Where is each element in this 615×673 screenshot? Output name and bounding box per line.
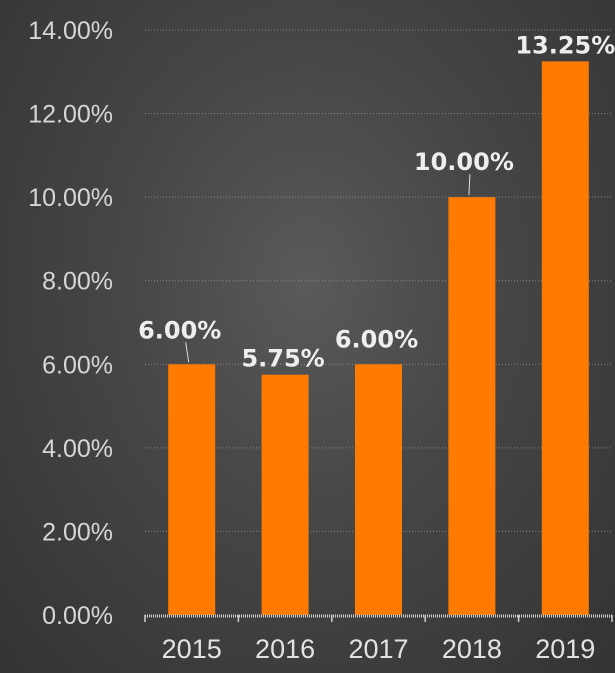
y-tick-label: 0.00% (42, 602, 113, 630)
data-label-leader (185, 342, 190, 363)
x-tick-label: 2019 (535, 634, 595, 664)
data-label-2016: 5.75% (241, 345, 324, 373)
data-label-2018: 10.00% (414, 148, 514, 176)
data-label-2017: 6.00% (335, 325, 418, 353)
data-label-2019: 13.25% (515, 31, 615, 59)
x-tick-label: 2017 (348, 634, 408, 664)
y-axis-tick-labels: 0.00% 2.00% 4.00% 6.00% 8.00% 10.00% 12.00% 14.… (28, 17, 113, 630)
bar-2017 (355, 364, 402, 615)
data-label-2015: 6.00% (138, 316, 221, 344)
y-tick-label: 2.00% (42, 518, 113, 546)
y-tick-label: 12.00% (28, 101, 113, 129)
x-axis (144, 614, 613, 622)
data-labels: 6.00% 5.75% 6.00% 10.00% 13.25% (138, 31, 615, 372)
x-tick-label: 2018 (442, 634, 502, 664)
y-tick-label: 4.00% (42, 435, 113, 463)
bars (168, 61, 589, 615)
bar-2019 (541, 61, 589, 615)
y-tick-label: 8.00% (42, 268, 113, 296)
x-tick-label: 2016 (255, 634, 315, 664)
bar-2015 (168, 364, 216, 615)
bar-2018 (448, 197, 496, 615)
data-label-leader (468, 174, 471, 196)
bar-2016 (261, 374, 309, 615)
x-axis-tick-labels: 2015 2016 2017 2018 2019 (162, 634, 596, 664)
x-tick-label: 2015 (162, 634, 222, 664)
y-tick-label: 14.00% (28, 17, 113, 45)
y-tick-label: 10.00% (28, 184, 113, 212)
y-tick-label: 6.00% (42, 351, 113, 379)
